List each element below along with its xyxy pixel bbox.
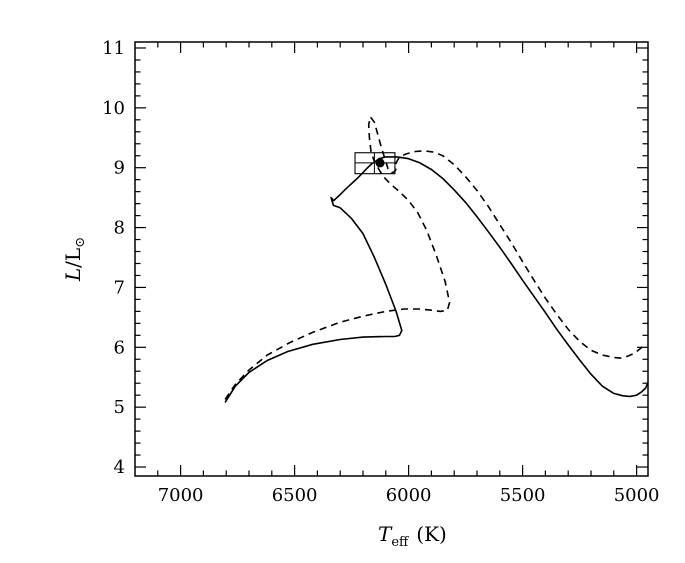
x-axis-label: Teff (K)	[378, 522, 447, 550]
x-axis-label-main: T	[378, 522, 393, 546]
y-tick-label: 7	[114, 277, 125, 298]
y-tick-label: 9	[114, 158, 125, 179]
y-tick-label: 5	[114, 397, 125, 418]
y-axis-label-sun: L	[61, 248, 85, 261]
y-tick-label: 8	[114, 218, 125, 239]
x-tick-label: 5500	[500, 485, 546, 506]
x-axis-label-sub: eff	[391, 535, 410, 550]
y-axis-label-sep: /	[61, 261, 85, 268]
plot-frame	[134, 41, 649, 477]
y-axis-label-sun-symbol: ⊙	[73, 237, 88, 248]
series-line-2-dashed	[224, 116, 647, 400]
series-layer	[224, 116, 649, 403]
ticks-layer: 7000 6500 6000 5500 5000 4 5 6 7 8 9 10 11	[102, 38, 659, 506]
y-tick-label: 10	[102, 98, 125, 119]
x-tick-label: 5000	[614, 485, 660, 506]
y-tick-label: 11	[102, 38, 125, 59]
y-axis-label: L/L⊙	[61, 237, 88, 282]
series-line-1-solid	[224, 156, 649, 403]
x-tick-label: 7000	[158, 485, 204, 506]
observed-star-marker	[375, 158, 385, 168]
x-axis-label-unit: (K)	[416, 522, 447, 546]
y-tick-label: 6	[114, 337, 125, 358]
annotation-layer	[354, 152, 396, 175]
y-axis-label-main: L	[61, 268, 85, 282]
x-tick-label: 6500	[272, 485, 318, 506]
x-tick-label: 6000	[386, 485, 432, 506]
y-tick-label: 4	[114, 457, 125, 478]
